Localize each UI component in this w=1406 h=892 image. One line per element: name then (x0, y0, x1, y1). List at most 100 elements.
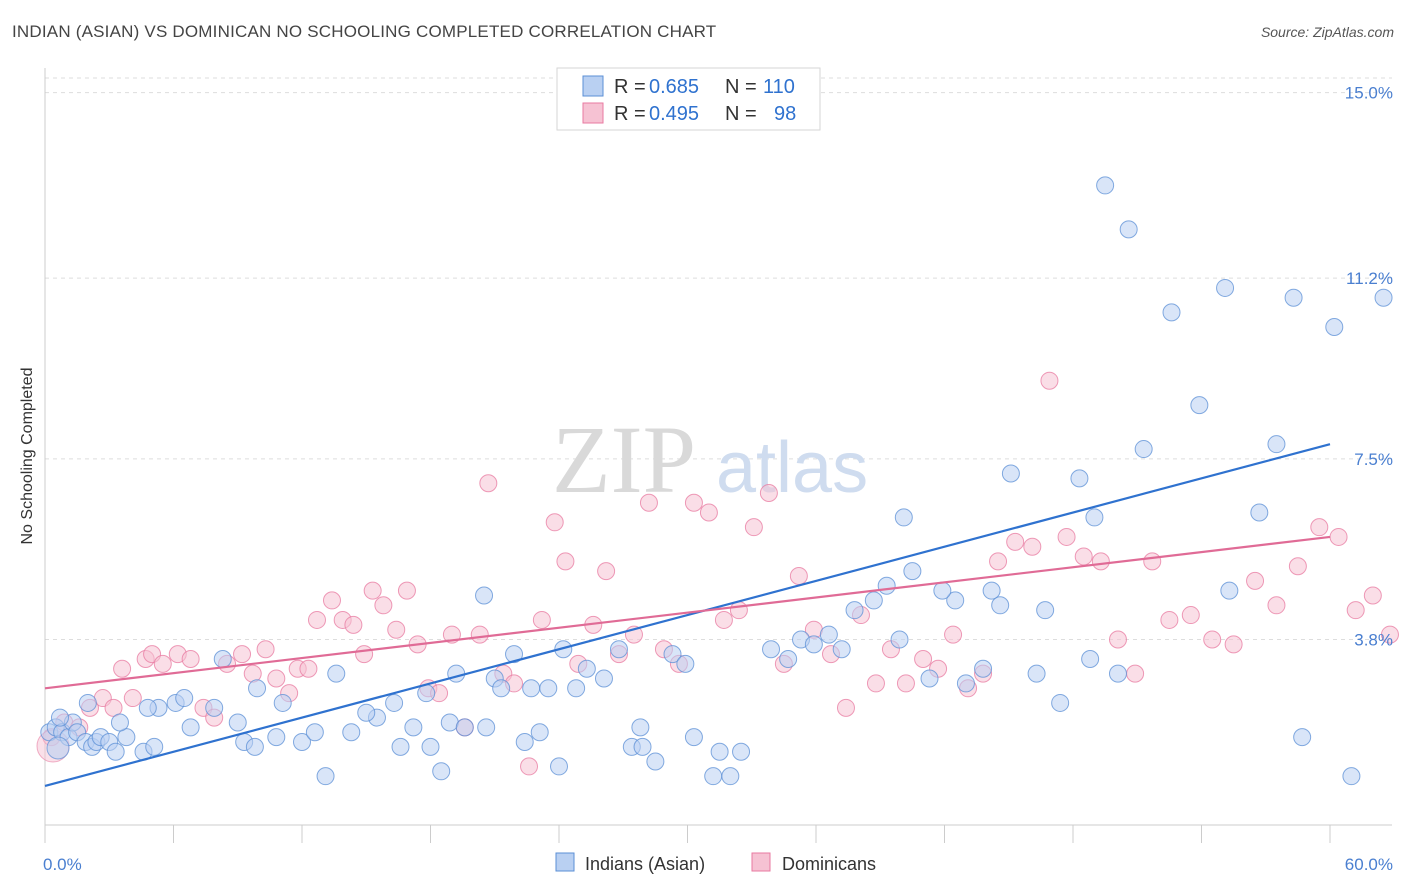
indians-asian-point (920, 669, 939, 688)
dominicans-point (1267, 596, 1286, 615)
dominicans-point (1246, 571, 1265, 590)
legend-swatch-pink (582, 102, 604, 124)
indians-asian-point (1374, 288, 1393, 307)
dominicans-point (989, 552, 1008, 571)
indians-asian-point (633, 737, 652, 756)
dominicans-point (1160, 610, 1179, 629)
bottom-legend-label-pink: Dominicans (782, 854, 876, 874)
trend-lines (44, 443, 1331, 788)
dominicans-point (123, 689, 142, 708)
indians-asian-point (1342, 767, 1361, 786)
indians-asian-point (50, 708, 69, 727)
indians-asian-point (515, 733, 534, 751)
indians-asian-point (404, 718, 423, 737)
indians-asian-point (609, 640, 628, 659)
indians-asian-point (539, 679, 558, 698)
indians-asian-point (267, 728, 286, 747)
indians-asian-point (732, 742, 751, 761)
chart-title: INDIAN (ASIAN) VS DOMINICAN NO SCHOOLING… (12, 22, 717, 41)
dominicans-point (181, 650, 200, 668)
dominicans-point (1023, 537, 1042, 556)
indians-asian-point (710, 742, 729, 761)
dominicans-point (1310, 518, 1329, 537)
indians-asian-point (1096, 176, 1115, 195)
indians-asian-point (646, 752, 665, 771)
indians-asian-point (832, 640, 851, 659)
legend-r-label-2: R = (614, 103, 646, 125)
dominicans-point (866, 674, 885, 693)
dominicans-point (113, 659, 132, 678)
legend-r-value-2: 0.495 (649, 103, 699, 125)
indians-asian-trend-line (44, 443, 1331, 788)
indians-asian-point (1119, 220, 1138, 239)
indians-asian-point (721, 767, 740, 786)
legend-n-label-2: N = (725, 103, 757, 125)
indians-asian-point (78, 693, 97, 712)
dominicans-point (1040, 371, 1059, 390)
dominicans-point (1006, 532, 1025, 551)
indians-asian-point (293, 733, 311, 751)
dominicans-point (699, 503, 718, 522)
x-tick-label-end: 60.0% (1345, 855, 1393, 874)
indians-asian-point (440, 713, 459, 732)
indians-asian-points (40, 176, 1393, 786)
indians-asian-point (663, 645, 682, 664)
bottom-legend-swatch-pink (751, 852, 771, 872)
indians-asian-point (110, 713, 129, 732)
indians-asian-point (1216, 278, 1235, 297)
indians-asian-point (447, 664, 466, 683)
indians-asian-point (522, 679, 541, 698)
indians-asian-point (1081, 650, 1100, 668)
indians-asian-point (1036, 601, 1055, 620)
indians-asian-point (475, 586, 494, 605)
dominicans-point (344, 615, 363, 634)
dominicans-point (256, 640, 275, 659)
dominicans-point (1126, 664, 1145, 683)
dominicans-point (545, 513, 564, 532)
dominicans-point (1074, 547, 1093, 566)
indians-asian-point (213, 650, 232, 668)
dominicans-point (479, 474, 498, 493)
dominicans-point (914, 650, 933, 668)
indians-asian-point (477, 718, 496, 737)
dominicans-point (153, 654, 172, 673)
dominicans-point (789, 567, 808, 585)
dominicans-point (639, 493, 658, 512)
indians-asian-point (492, 679, 511, 698)
indians-asian-point (1134, 440, 1153, 459)
dominicans-point (307, 610, 326, 629)
legend-r-label-1: R = (614, 76, 646, 98)
indians-asian-point (1027, 664, 1046, 683)
indians-asian-point (357, 703, 376, 722)
dominicans-point (363, 581, 382, 600)
dominicans-point (1203, 630, 1222, 649)
indians-asian-point (903, 562, 922, 581)
indians-asian-point (421, 737, 440, 756)
indians-asian-point (890, 630, 909, 649)
indians-asian-point (982, 581, 1001, 600)
indians-asian-point (1220, 581, 1239, 600)
indians-asian-point (1267, 435, 1286, 454)
indians-asian-point (1190, 396, 1209, 415)
indians-asian-point (577, 659, 596, 678)
dominicans-point (233, 645, 252, 664)
legend-box: R = 0.685 N = 110 R = 0.495 N = 98 (556, 67, 821, 131)
dominicans-point (729, 601, 748, 620)
indians-asian-point (804, 635, 823, 654)
indians-asian-point (1085, 508, 1104, 527)
dominicans-point (1143, 552, 1162, 571)
dominicans-point (836, 698, 855, 717)
indians-asian-point (385, 693, 404, 712)
bottom-legend: Indians (Asian) Dominicans (555, 852, 876, 874)
dominicans-point (714, 610, 733, 629)
legend-n-label-1: N = (725, 76, 757, 98)
gridlines (45, 77, 1392, 640)
bottom-legend-label-blue: Indians (Asian) (585, 854, 705, 874)
dominicans-point (1108, 630, 1127, 649)
dominicans-point (1288, 557, 1307, 576)
dominicans-point (267, 669, 286, 688)
indians-asian-point (864, 591, 883, 610)
indians-asian-point (455, 718, 474, 737)
indians-asian-point (342, 723, 361, 742)
